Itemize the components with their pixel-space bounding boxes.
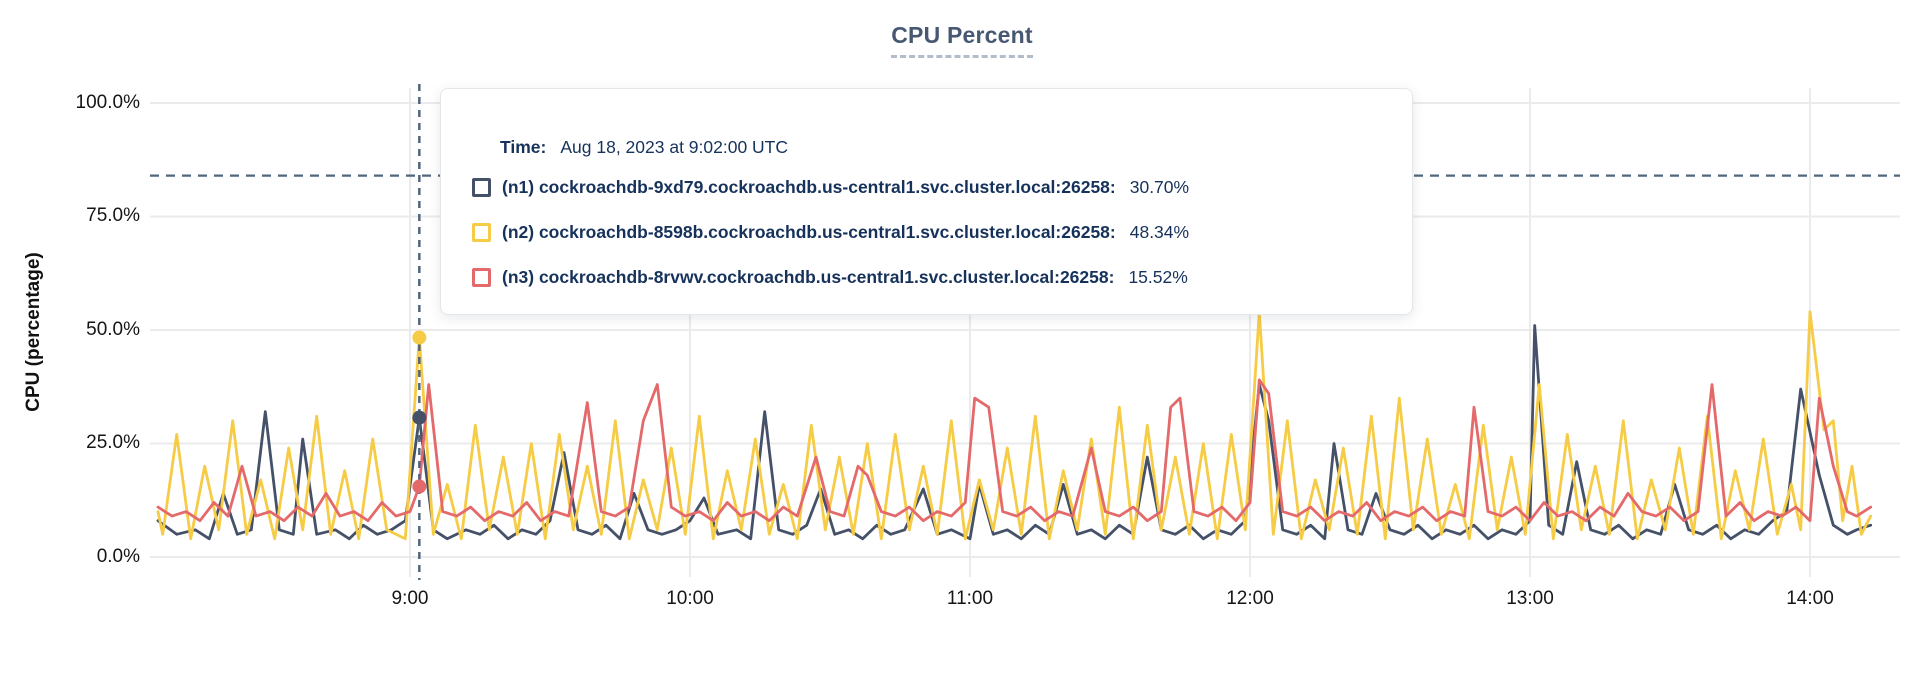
x-tick-13: 13:00	[1506, 588, 1554, 609]
series-value-n1: 30.70%	[1129, 177, 1190, 197]
series-line-n3	[156, 378, 1873, 523]
y-tick-25: 25.0%	[86, 432, 140, 453]
series-name-n3: (n3) cockroachdb-8rvwv.cockroachdb.us-ce…	[502, 267, 1115, 287]
y-tick-75: 75.0%	[86, 205, 140, 226]
chart-title-wrap: CPU Percent	[0, 22, 1924, 58]
x-tick-9: 9:00	[391, 588, 429, 609]
tooltip-row-n3: (n3) cockroachdb-8rvwv.cockroachdb.us-ce…	[472, 265, 1412, 289]
series-name-n2: (n2) cockroachdb-8598b.cockroachdb.us-ce…	[502, 222, 1116, 242]
series-swatch-n3-icon	[472, 267, 491, 287]
tooltip-time-row: Time: Aug 18, 2023 at 9:02:00 UTC	[500, 135, 1412, 159]
y-tick-100: 100.0%	[75, 92, 140, 113]
tooltip-row-n2: (n2) cockroachdb-8598b.cockroachdb.us-ce…	[472, 220, 1412, 244]
series-line-n2	[156, 310, 1873, 541]
series-value-n2: 48.34%	[1129, 222, 1190, 242]
hover-dot-n1	[412, 410, 427, 425]
chart-hover-tooltip: Time: Aug 18, 2023 at 9:02:00 UTC (n1) c…	[440, 88, 1413, 315]
tooltip-time-value: Aug 18, 2023 at 9:02:00 UTC	[560, 137, 789, 157]
series-swatch-n2-icon	[472, 222, 491, 242]
hover-dot-n3	[412, 479, 427, 494]
hover-dot-n2	[412, 330, 427, 345]
series-swatch-n1-icon	[472, 177, 491, 197]
y-tick-0: 0.0%	[96, 546, 140, 567]
series-value-n3: 15.52%	[1128, 267, 1188, 287]
y-tick-50: 50.0%	[86, 319, 140, 340]
chart-title[interactable]: CPU Percent	[891, 22, 1033, 58]
x-tick-14: 14:00	[1786, 588, 1834, 609]
x-tick-10: 10:00	[666, 588, 714, 609]
tooltip-time-label: Time:	[500, 137, 547, 157]
series-name-n1: (n1) cockroachdb-9xd79.cockroachdb.us-ce…	[502, 177, 1116, 197]
x-tick-11: 11:00	[946, 588, 994, 609]
tooltip-row-n1: (n1) cockroachdb-9xd79.cockroachdb.us-ce…	[472, 175, 1412, 199]
x-tick-12: 12:00	[1226, 588, 1274, 609]
